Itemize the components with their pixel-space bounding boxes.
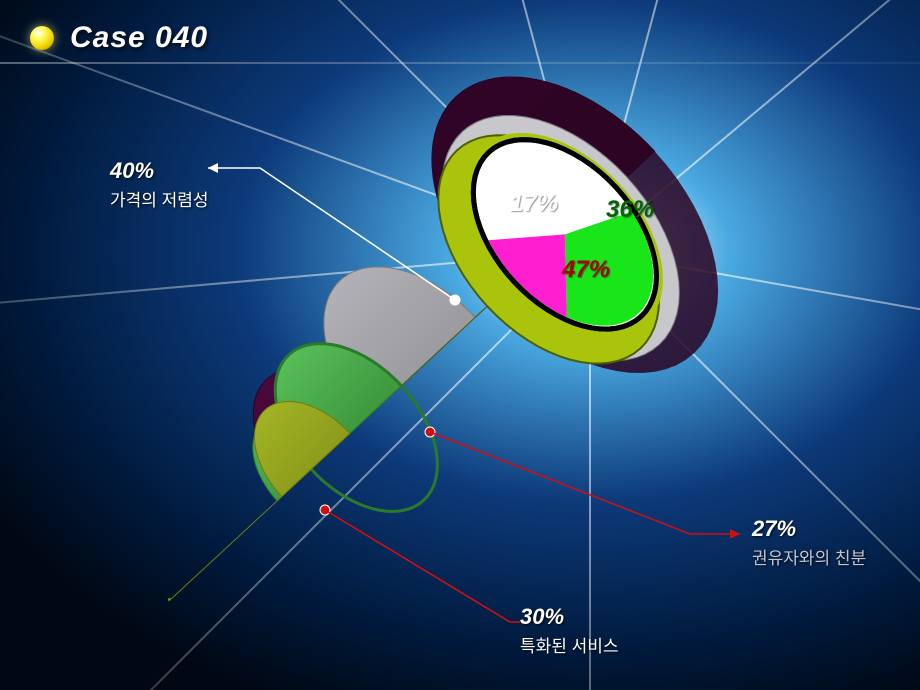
callout-pct: 40% (110, 158, 209, 184)
callout-pct: 30% (520, 604, 619, 630)
callout-label-c27: 27%권유자와의 친분 (752, 516, 866, 569)
callout-label-c40: 40%가격의 저렴성 (110, 158, 209, 211)
callout-label-c30: 30%특화된 서비스 (520, 604, 619, 657)
pie-label-white: 47% (562, 256, 610, 284)
callout-text: 가격의 저렴성 (110, 186, 209, 211)
callout-text: 특화된 서비스 (520, 632, 619, 657)
pie-label-magenta: 17% (510, 190, 558, 218)
callout-pct: 27% (752, 516, 866, 542)
cone-chart (0, 0, 920, 690)
callout-c30 (320, 505, 520, 622)
callout-text: 권유자와의 친분 (752, 544, 866, 569)
callout-c27 (425, 427, 740, 539)
pie-label-green: 36% (606, 196, 654, 224)
